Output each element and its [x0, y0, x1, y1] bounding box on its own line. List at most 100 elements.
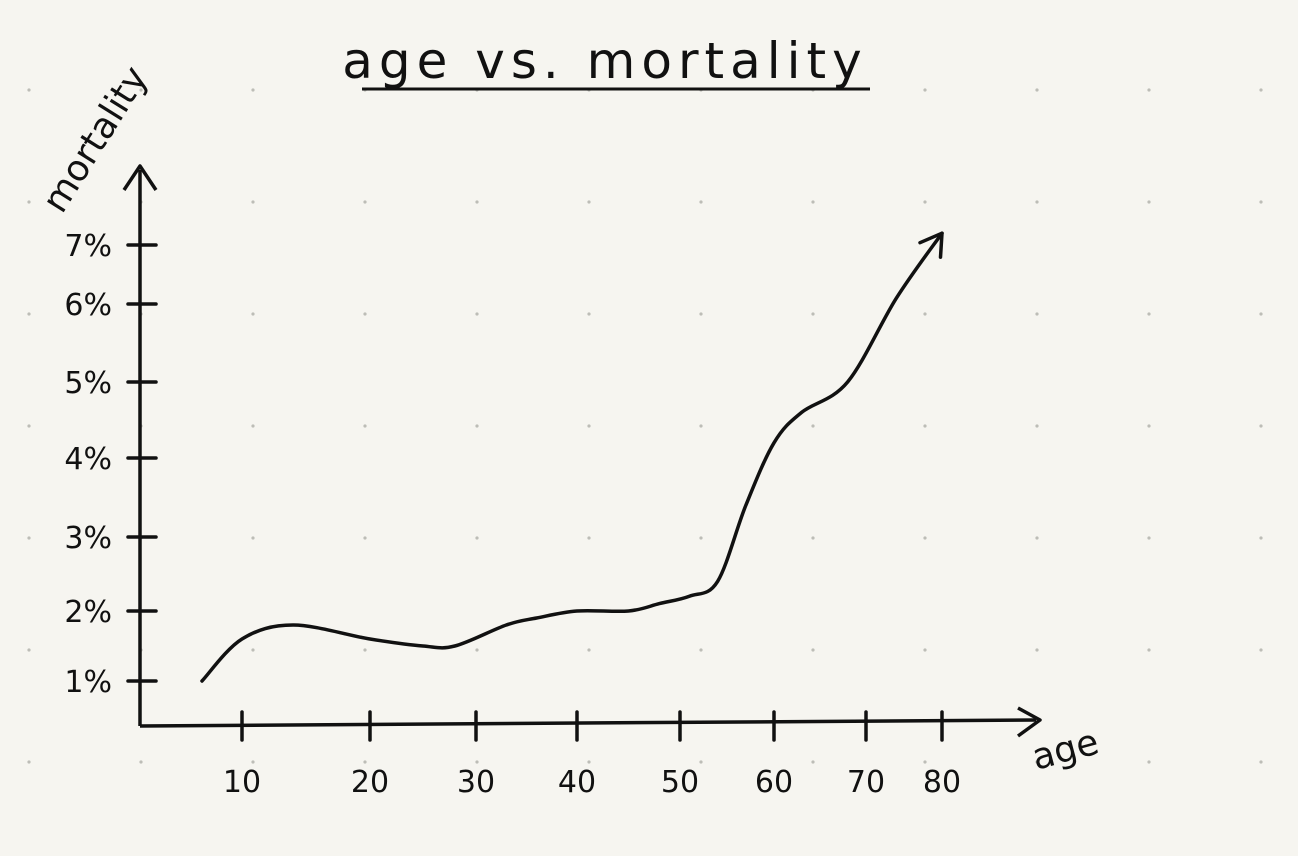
paper-dot — [1259, 536, 1263, 540]
paper-dot — [699, 200, 703, 204]
paper-dot — [139, 88, 143, 92]
paper-dot — [699, 312, 703, 316]
paper-dot — [363, 536, 367, 540]
paper-dot — [1147, 424, 1151, 428]
chart-title: age vs. mortality — [342, 32, 868, 90]
paper-dot — [27, 760, 31, 764]
paper-dot — [1035, 424, 1039, 428]
mortality-line — [200, 231, 944, 683]
x-tick-label: 30 — [457, 765, 495, 800]
paper-dot — [1147, 760, 1151, 764]
paper-dot — [587, 312, 591, 316]
paper-dot — [811, 312, 815, 316]
x-tick-label: 70 — [847, 765, 885, 800]
paper-dot — [27, 200, 31, 204]
paper-dot — [475, 536, 479, 540]
paper-dot — [363, 312, 367, 316]
paper-dot — [1259, 424, 1263, 428]
y-tick-label: 5% — [64, 366, 112, 401]
paper-dot — [251, 760, 255, 764]
paper-dot — [475, 648, 479, 652]
paper-dot — [1035, 648, 1039, 652]
x-axis-line — [139, 718, 1037, 728]
paper-dot — [27, 536, 31, 540]
paper-dot — [27, 88, 31, 92]
paper-dot — [587, 200, 591, 204]
paper-dot — [923, 536, 927, 540]
paper-dot — [699, 424, 703, 428]
y-axis-label: mortality — [35, 59, 156, 219]
dot-grid — [27, 88, 1263, 764]
paper-dot — [27, 312, 31, 316]
paper-dot — [251, 200, 255, 204]
paper-dot — [1259, 760, 1263, 764]
x-tick-label: 60 — [755, 765, 793, 800]
paper-dot — [923, 424, 927, 428]
paper-dot — [1147, 312, 1151, 316]
x-tick-label: 50 — [661, 765, 699, 800]
paper-dot — [1035, 536, 1039, 540]
paper-dot — [811, 760, 815, 764]
paper-dot — [587, 424, 591, 428]
paper-dot — [699, 648, 703, 652]
y-tick-label: 4% — [64, 442, 112, 477]
y-tick-label: 1% — [64, 665, 112, 700]
paper-dot — [1035, 312, 1039, 316]
y-tick-label: 6% — [64, 288, 112, 323]
x-axis-arrowhead — [1016, 706, 1042, 738]
paper-dot — [699, 760, 703, 764]
paper-dot — [587, 648, 591, 652]
paper-dot — [1147, 88, 1151, 92]
paper-dot — [475, 200, 479, 204]
paper-dot — [363, 760, 367, 764]
paper-dot — [475, 424, 479, 428]
paper-dot — [811, 424, 815, 428]
paper-dot — [27, 424, 31, 428]
paper-dot — [1147, 648, 1151, 652]
paper-dot — [1259, 200, 1263, 204]
y-axis-arrowhead — [122, 164, 158, 191]
paper-dot — [1035, 760, 1039, 764]
paper-dot — [923, 312, 927, 316]
y-ticks: 1% 2% 3% 4% 5% 6% 7% — [64, 229, 158, 700]
paper-dot — [27, 648, 31, 652]
paper-dot — [1147, 200, 1151, 204]
y-tick-label: 3% — [64, 521, 112, 556]
paper-dot — [1259, 88, 1263, 92]
x-tick-label: 10 — [223, 765, 261, 800]
paper-dot — [587, 760, 591, 764]
paper-dot — [251, 424, 255, 428]
paper-dot — [1259, 312, 1263, 316]
paper-dot — [475, 760, 479, 764]
paper-dot — [1035, 88, 1039, 92]
paper-dot — [811, 648, 815, 652]
paper-dot — [251, 536, 255, 540]
x-tick-label: 20 — [351, 765, 389, 800]
paper-dot — [363, 200, 367, 204]
x-ticks: 10 20 30 40 50 60 70 80 — [223, 710, 961, 800]
paper-dot — [923, 648, 927, 652]
paper-dot — [363, 424, 367, 428]
paper-dot — [923, 88, 927, 92]
paper-dot — [251, 312, 255, 316]
paper-dot — [811, 536, 815, 540]
x-tick-label: 80 — [923, 765, 961, 800]
paper-dot — [475, 312, 479, 316]
paper-dot — [251, 88, 255, 92]
paper-dot — [1035, 200, 1039, 204]
paper-dot — [1147, 536, 1151, 540]
paper-dot — [363, 648, 367, 652]
paper-dot — [251, 648, 255, 652]
y-tick-label: 7% — [64, 229, 112, 264]
mortality-line-arrowhead — [918, 231, 944, 259]
x-tick-label: 40 — [558, 765, 596, 800]
paper-dot — [139, 760, 143, 764]
y-tick-label: 2% — [64, 595, 112, 630]
paper-dot — [811, 200, 815, 204]
x-axis-label: age — [1028, 722, 1103, 779]
paper-dot — [923, 200, 927, 204]
paper-dot — [1259, 648, 1263, 652]
paper-dot — [587, 536, 591, 540]
paper-dot — [923, 760, 927, 764]
